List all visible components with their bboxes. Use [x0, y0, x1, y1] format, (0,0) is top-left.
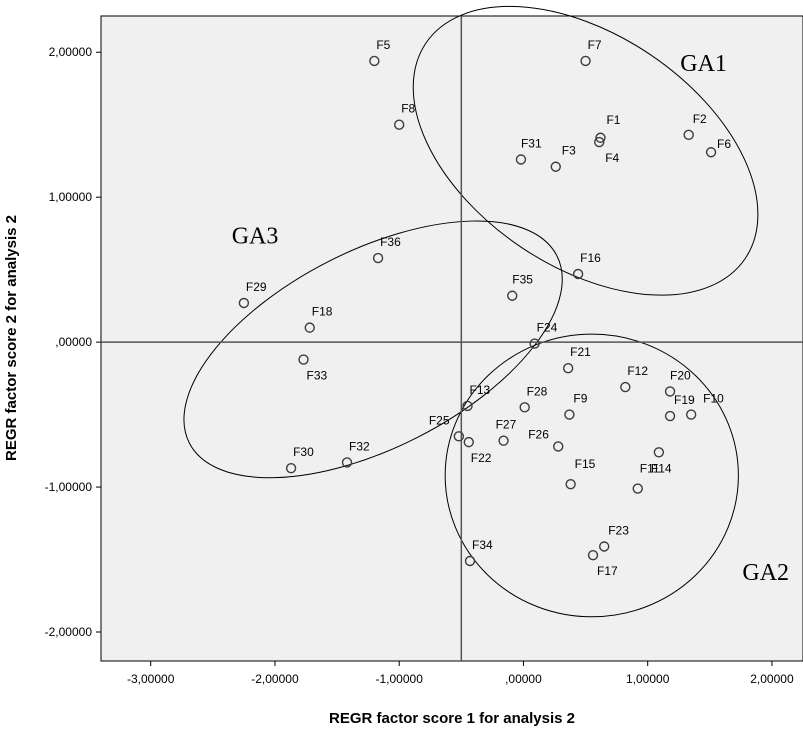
point-f7	[580, 55, 591, 67]
group-label-ga2: GA2	[742, 560, 789, 586]
group-ellipse-ga2	[444, 333, 739, 618]
point-label-f27: F27	[496, 418, 517, 432]
y-tick-label: 1,00000	[49, 190, 93, 204]
group-labels: GA1 GA2 GA3	[232, 51, 789, 586]
point-f18	[304, 322, 315, 333]
point-f2	[683, 129, 694, 141]
point-f23	[599, 541, 610, 552]
point-f33	[298, 354, 309, 365]
point-f20	[664, 386, 676, 397]
point-f36	[372, 252, 384, 264]
point-label-f23: F23	[608, 523, 629, 537]
point-label-f19: F19	[674, 393, 695, 407]
point-f28	[519, 402, 530, 413]
y-tick-label: -2,00000	[45, 625, 93, 639]
point-label-f5: F5	[376, 38, 390, 52]
point-label-f1: F1	[606, 113, 620, 127]
group-ellipses	[183, 5, 759, 618]
point-f26	[553, 441, 564, 452]
point-f22	[463, 436, 474, 448]
point-label-f4: F4	[605, 151, 619, 165]
y-tick-label: ,00000	[55, 335, 92, 349]
point-f25	[453, 431, 465, 442]
point-f6	[705, 147, 717, 158]
point-f16	[572, 268, 584, 280]
point-label-f16: F16	[580, 251, 601, 265]
point-f14	[653, 447, 665, 458]
x-axis-title: REGR factor score 1 for analysis 2	[329, 710, 575, 727]
point-f13	[462, 400, 473, 412]
point-label-f20: F20	[670, 368, 691, 382]
point-f3	[550, 161, 561, 172]
data-points: F5 F7 F8 F1 F4 F2 F6 F31 F3 F16 F35 F36 F29 F18 F33 F24…	[238, 38, 731, 578]
point-f8	[393, 119, 405, 130]
y-tick-label: -1,00000	[45, 480, 93, 494]
point-f30	[285, 463, 297, 474]
x-tick-label: -1,00000	[376, 672, 424, 686]
point-label-f28: F28	[527, 384, 548, 398]
plot-area	[100, 15, 803, 662]
x-axis-ticks: -3,00000 -2,00000 -1,00000 ,00000 1,00000 2,0…	[127, 661, 794, 686]
x-tick-label: 2,00000	[750, 672, 794, 686]
point-f27	[498, 435, 509, 446]
point-f29	[238, 297, 250, 309]
point-label-f14: F14	[651, 461, 672, 475]
group-label-ga1: GA1	[680, 51, 727, 77]
y-axis-title: REGR factor score 2 for analysis 2	[3, 215, 20, 461]
group-ellipse-ga1	[412, 5, 759, 296]
point-label-f17: F17	[597, 564, 618, 578]
point-label-f25: F25	[429, 413, 450, 427]
point-f31	[515, 154, 527, 165]
point-label-f8: F8	[401, 102, 415, 116]
point-f19	[664, 410, 676, 422]
point-label-f9: F9	[573, 392, 587, 406]
point-label-f10: F10	[703, 392, 724, 406]
point-label-f31: F31	[521, 136, 542, 150]
point-f9	[564, 409, 575, 420]
point-f4	[594, 136, 605, 148]
point-label-f36: F36	[380, 235, 401, 249]
point-label-f24: F24	[537, 321, 558, 335]
point-label-f33: F33	[307, 369, 328, 383]
point-f12	[620, 381, 631, 393]
point-label-f13: F13	[470, 383, 491, 397]
point-f10	[685, 409, 697, 420]
point-f34	[464, 555, 476, 567]
y-tick-label: 2,00000	[49, 45, 93, 59]
group-ellipse-ga3	[183, 220, 563, 479]
point-label-f32: F32	[349, 439, 370, 453]
x-tick-label: -3,00000	[127, 672, 175, 686]
x-tick-label: ,00000	[505, 672, 542, 686]
point-f21	[562, 363, 574, 374]
point-label-f3: F3	[562, 144, 576, 158]
point-label-f30: F30	[293, 445, 314, 459]
point-f11	[632, 483, 643, 494]
point-label-f6: F6	[717, 137, 731, 151]
point-label-f15: F15	[575, 457, 596, 471]
point-label-f21: F21	[570, 345, 591, 359]
point-label-f18: F18	[312, 305, 333, 319]
point-label-f11: F11	[640, 462, 660, 476]
point-label-f35: F35	[512, 273, 533, 287]
point-label-f7: F7	[588, 38, 602, 52]
y-axis-ticks: 2,00000 1,00000 ,00000 -1,00000 -2,00000	[45, 45, 101, 639]
point-f35	[507, 290, 518, 301]
point-f5	[369, 55, 380, 67]
point-f15	[565, 478, 576, 490]
point-f1	[595, 132, 606, 143]
x-tick-label: 1,00000	[626, 672, 670, 686]
point-label-f2: F2	[693, 112, 707, 126]
point-label-f34: F34	[472, 538, 493, 552]
point-label-f22: F22	[471, 451, 492, 465]
x-tick-label: -2,00000	[251, 672, 299, 686]
point-f32	[341, 457, 353, 468]
point-label-f29: F29	[246, 280, 267, 294]
point-f24	[529, 338, 540, 349]
group-label-ga3: GA3	[232, 224, 279, 250]
point-f17	[587, 549, 599, 561]
point-label-f12: F12	[627, 364, 648, 378]
point-label-f26: F26	[528, 427, 549, 441]
